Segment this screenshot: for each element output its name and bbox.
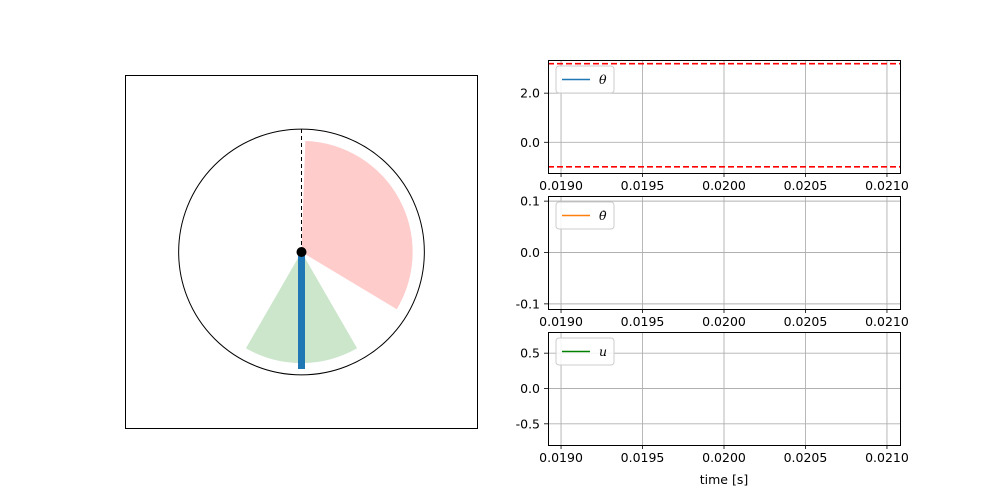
theta-dot-x-tick-label-3: 0.0205: [784, 314, 828, 329]
theta-x-tick-label-3: 0.0205: [784, 178, 828, 193]
theta-dot-y-tick-label-2: -0.1: [516, 296, 540, 311]
control-input-plot: 0.0190 0.0195 0.0200 0.0205 0.0210 0.5 0.0 -0.5…: [516, 332, 909, 487]
u-x-tick-label-3: 0.0205: [784, 450, 828, 465]
theta-legend-label: θ: [599, 72, 607, 87]
theta-dot-axes-frame: [548, 196, 901, 310]
u-axes-frame: [548, 332, 901, 446]
pendulum-panel: [125, 75, 478, 429]
u-x-tick-label-0: 0.0190: [539, 450, 583, 465]
theta-dot-x-tick-label-4: 0.0210: [865, 314, 909, 329]
pendulum-axes-frame: [125, 75, 478, 429]
theta-dot-plot: 0.0190 0.0195 0.0200 0.0205 0.0210 0.1 0.0 -0.1…: [516, 194, 909, 329]
u-x-tick-label-1: 0.0195: [621, 450, 665, 465]
theta-dot-x-tick-label-1: 0.0195: [621, 314, 665, 329]
red-sector: [301, 140, 413, 310]
theta-dot-x-tick-label-2: 0.0200: [702, 314, 746, 329]
theta-y-tick-label-1: 0.0: [520, 135, 540, 150]
u-legend-label: u: [599, 344, 607, 359]
theta-x-tick-label-0: 0.0190: [539, 178, 583, 193]
theta-dot-x-tick-label-0: 0.0190: [539, 314, 583, 329]
theta-axes-frame: [548, 60, 901, 174]
u-y-tick-label-2: -0.5: [516, 416, 540, 431]
u-y-tick-label-1: 0.0: [520, 381, 540, 396]
pivot-point: [296, 247, 307, 257]
theta-dot-legend-label: θ̇: [599, 208, 607, 223]
theta-plot: 0.0190 0.0195 0.0200 0.0205 0.0210 2.0 0.0 θ: [520, 60, 909, 193]
u-x-axis-label: time [s]: [700, 472, 748, 487]
theta-dot-y-tick-label-1: 0.0: [520, 245, 540, 260]
u-x-tick-label-4: 0.0210: [865, 450, 909, 465]
theta-y-tick-label-0: 2.0: [520, 86, 540, 101]
u-y-tick-label-0: 0.5: [520, 346, 540, 361]
u-x-tick-label-2: 0.0200: [702, 450, 746, 465]
theta-dot-y-tick-label-0: 0.1: [520, 194, 540, 209]
theta-x-tick-label-1: 0.0195: [621, 178, 665, 193]
theta-x-tick-label-2: 0.0200: [702, 178, 746, 193]
theta-x-tick-label-4: 0.0210: [865, 178, 909, 193]
